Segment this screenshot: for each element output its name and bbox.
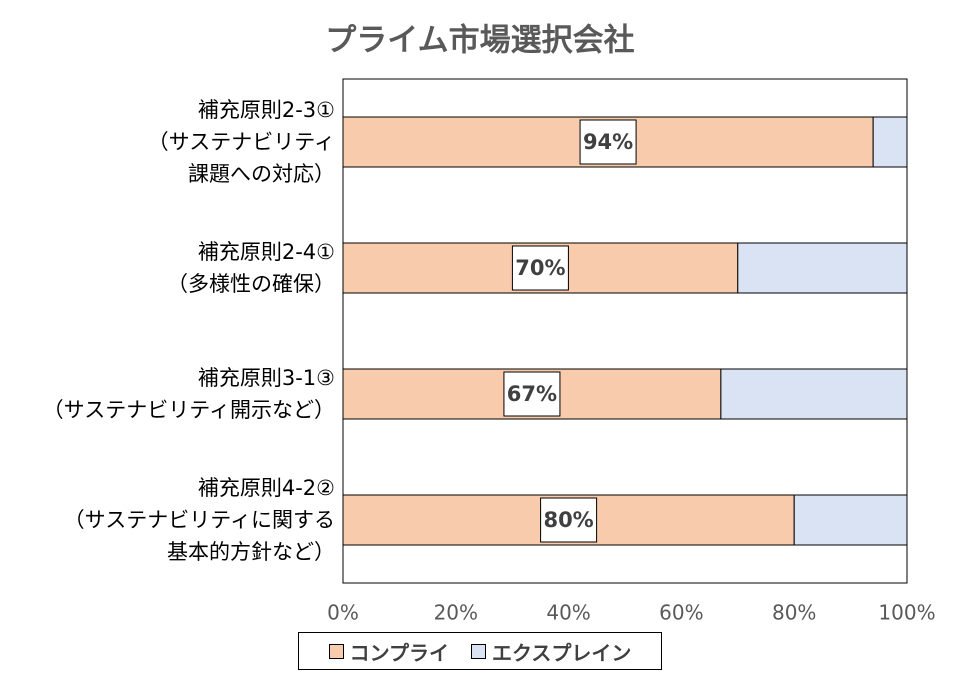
chart-title: プライム市場選択会社 [325,23,634,59]
legend-item: コンプライ [328,637,449,666]
x-tick-label: 80% [772,601,816,625]
x-tick-label: 0% [327,601,359,625]
value-label-box [579,119,637,165]
value-label: 70% [515,256,565,280]
legend-swatch [471,643,486,659]
value-label-box [540,497,598,543]
bar-segment [737,242,908,294]
x-tick-label: 20% [434,601,478,625]
x-tick-label: 100% [878,601,935,625]
y-tick-label: 補充原則2-4① （多様性の確保） [167,240,335,296]
plot-frame [342,78,908,584]
y-tick-label: 補充原則2-3① （サステナビリティ 課題への対応） [147,98,335,186]
y-tick-label: 補充原則4-2② （サステナビリティに関する 基本的方針など） [63,476,335,564]
bar-segment [872,116,908,168]
value-label: 94% [583,130,633,154]
bar-segment [793,494,908,546]
value-label-box [503,371,561,417]
y-tick-label: 補充原則3-1③ （サステナビリティ開示など） [42,366,335,422]
legend: コンプライ エクスプレイン [298,632,662,670]
x-tick-label: 60% [659,601,703,625]
legend-item: エクスプレイン [471,637,631,666]
value-label: 67% [507,382,557,406]
legend-label: エクスプレイン [492,640,632,665]
value-label: 80% [543,508,593,532]
legend-swatch [328,643,344,659]
value-label-box [511,245,569,291]
x-tick-label: 40% [546,601,590,625]
bar-segment [720,368,908,420]
legend-label: コンプライ [349,640,449,665]
